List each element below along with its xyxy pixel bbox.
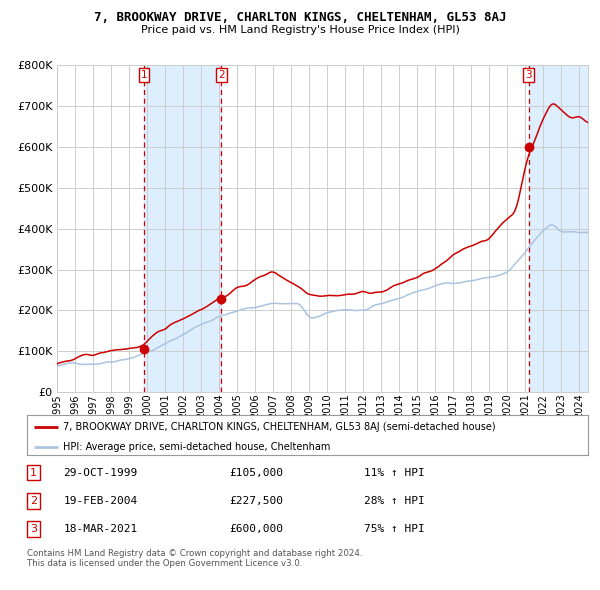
Text: HPI: Average price, semi-detached house, Cheltenham: HPI: Average price, semi-detached house,…: [64, 442, 331, 452]
Text: 19-FEB-2004: 19-FEB-2004: [64, 496, 138, 506]
Text: 1: 1: [140, 70, 147, 80]
Text: 7, BROOKWAY DRIVE, CHARLTON KINGS, CHELTENHAM, GL53 8AJ (semi-detached house): 7, BROOKWAY DRIVE, CHARLTON KINGS, CHELT…: [64, 422, 496, 432]
Text: £600,000: £600,000: [229, 525, 283, 534]
Bar: [529, 65, 588, 392]
Bar: [144, 65, 221, 392]
Text: £105,000: £105,000: [229, 468, 283, 477]
Text: 18-MAR-2021: 18-MAR-2021: [64, 525, 138, 534]
Text: 3: 3: [30, 525, 37, 534]
Text: 2: 2: [218, 70, 224, 80]
Text: 3: 3: [526, 70, 532, 80]
Text: 11% ↑ HPI: 11% ↑ HPI: [364, 468, 424, 477]
Text: Contains HM Land Registry data © Crown copyright and database right 2024.: Contains HM Land Registry data © Crown c…: [27, 549, 362, 558]
Text: 2: 2: [30, 496, 37, 506]
Text: 29-OCT-1999: 29-OCT-1999: [64, 468, 138, 477]
Text: £227,500: £227,500: [229, 496, 283, 506]
Text: 7, BROOKWAY DRIVE, CHARLTON KINGS, CHELTENHAM, GL53 8AJ: 7, BROOKWAY DRIVE, CHARLTON KINGS, CHELT…: [94, 11, 506, 24]
Text: 1: 1: [30, 468, 37, 477]
Text: This data is licensed under the Open Government Licence v3.0.: This data is licensed under the Open Gov…: [27, 559, 302, 568]
Text: 28% ↑ HPI: 28% ↑ HPI: [364, 496, 424, 506]
Text: 75% ↑ HPI: 75% ↑ HPI: [364, 525, 424, 534]
Text: Price paid vs. HM Land Registry's House Price Index (HPI): Price paid vs. HM Land Registry's House …: [140, 25, 460, 35]
